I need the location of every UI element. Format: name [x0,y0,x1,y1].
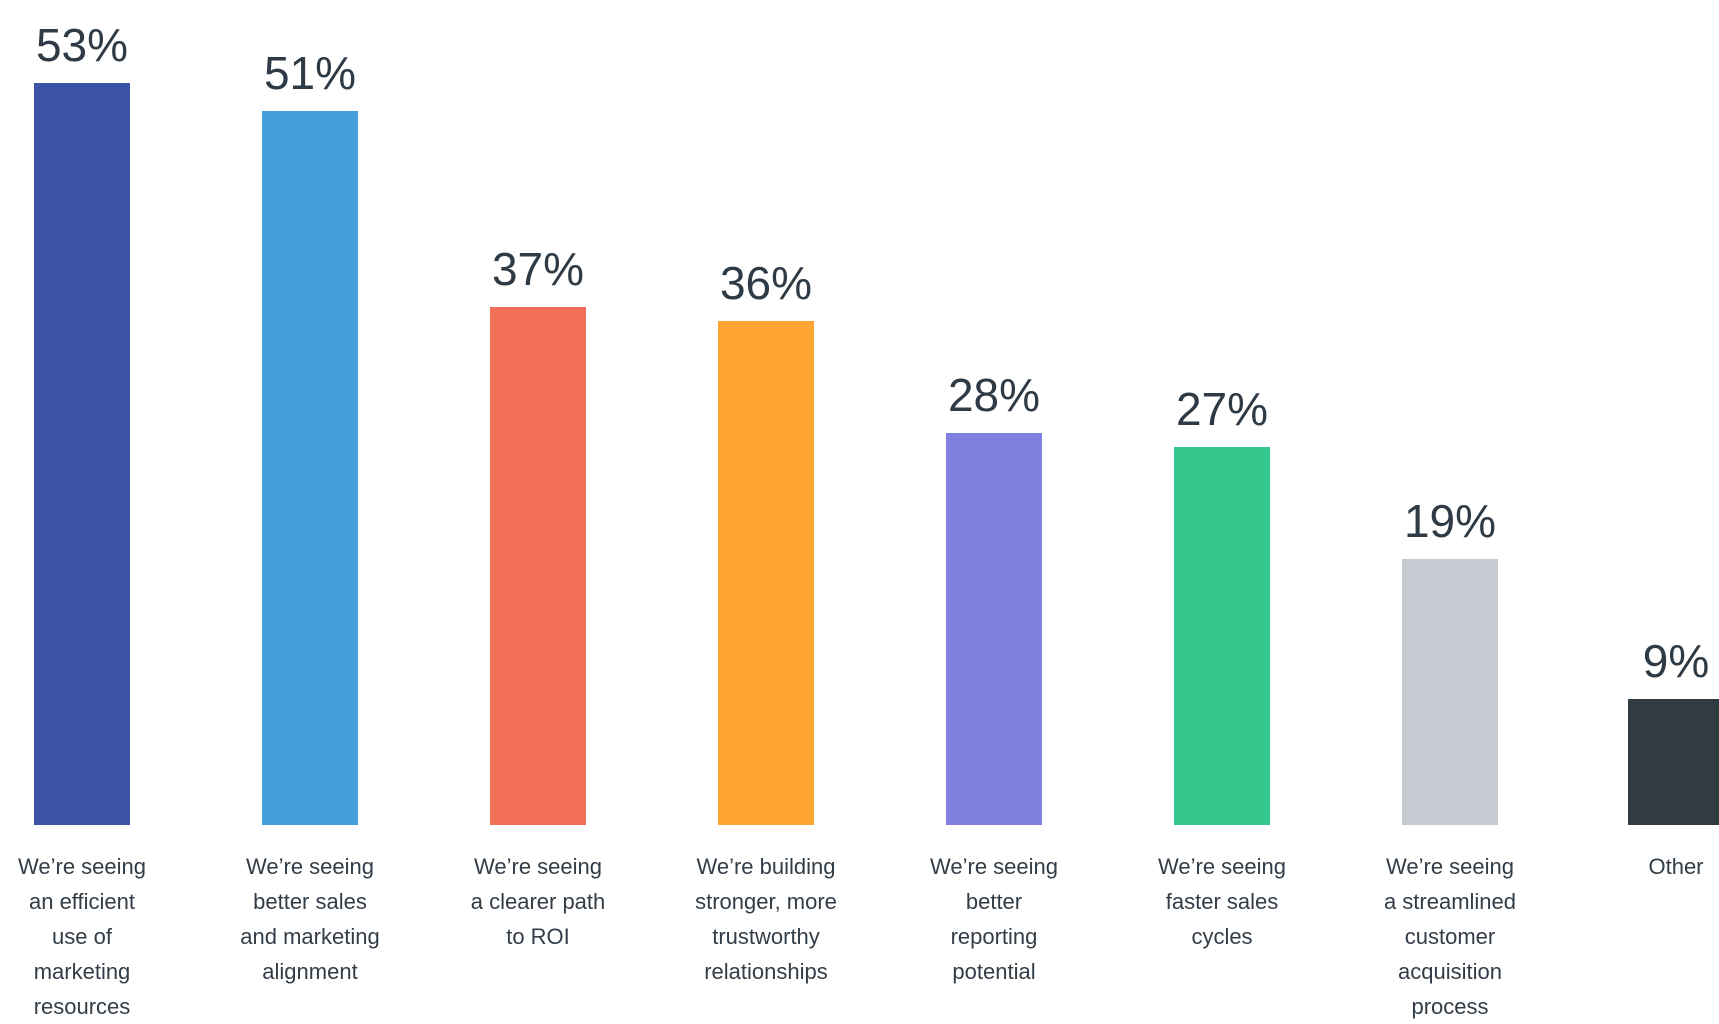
bar-5 [946,433,1042,825]
category-label-line: stronger, more [695,889,837,914]
value-label-2: 51% [264,47,356,99]
category-label-line: We’re seeing [18,854,146,879]
category-label-line: and marketing [240,924,379,949]
category-labels-layer: We’re seeing an efficient use of marketing r… [18,854,1704,1019]
value-label-1: 53% [36,19,128,71]
category-label-6: We’re seeing faster sales cycles [1158,854,1286,949]
category-label-line: potential [952,959,1035,984]
category-label-7: We’re seeing a streamlined customer acquisi… [1384,854,1516,1019]
category-label-line: to ROI [506,924,570,949]
category-label-line: use of [52,924,113,949]
category-label-line: a streamlined [1384,889,1516,914]
category-label-line: better sales [253,889,367,914]
category-label-line: resources [34,994,131,1019]
category-label-5: We’re seeing better reporting potential [930,854,1058,984]
category-label-line: acquisition [1398,959,1502,984]
category-label-line: relationships [704,959,828,984]
category-label-line: an efficient [29,889,135,914]
category-label-line: We’re seeing [1386,854,1514,879]
category-label-line: We’re seeing [474,854,602,879]
category-label-line: faster sales [1166,889,1279,914]
value-labels-layer: 53% 51% 37% 36% 28% 27% 19% 9% [36,19,1709,687]
category-label-line: process [1411,994,1488,1019]
bar-1 [34,83,130,825]
value-label-6: 27% [1176,383,1268,435]
bar-3 [490,307,586,825]
category-label-line: reporting [951,924,1038,949]
bar-8 [1628,699,1719,825]
value-label-3: 37% [492,243,584,295]
category-label-line: customer [1405,924,1495,949]
bar-6 [1174,447,1270,825]
value-label-5: 28% [948,369,1040,421]
bar-2 [262,111,358,825]
category-label-8: Other [1648,854,1703,879]
bar-4 [718,321,814,825]
category-label-2: We’re seeing better sales and marketing ali… [240,854,379,984]
category-label-line: trustworthy [712,924,820,949]
category-label-line: a clearer path [471,889,606,914]
category-label-line: marketing [34,959,131,984]
category-label-line: We’re seeing [1158,854,1286,879]
category-label-line: Other [1648,854,1703,879]
category-label-line: We’re building [696,854,835,879]
value-label-8: 9% [1643,635,1709,687]
category-label-1: We’re seeing an efficient use of marketing r… [18,854,146,1019]
value-label-7: 19% [1404,495,1496,547]
category-label-4: We’re building stronger, more trustworthy r… [695,854,837,984]
category-label-line: alignment [262,959,357,984]
bars-layer [34,83,1719,825]
category-label-3: We’re seeing a clearer path to ROI [471,854,606,949]
value-label-4: 36% [720,257,812,309]
category-label-line: We’re seeing [246,854,374,879]
category-label-line: We’re seeing [930,854,1058,879]
bar-7 [1402,559,1498,825]
category-label-line: cycles [1191,924,1252,949]
category-label-line: better [966,889,1022,914]
